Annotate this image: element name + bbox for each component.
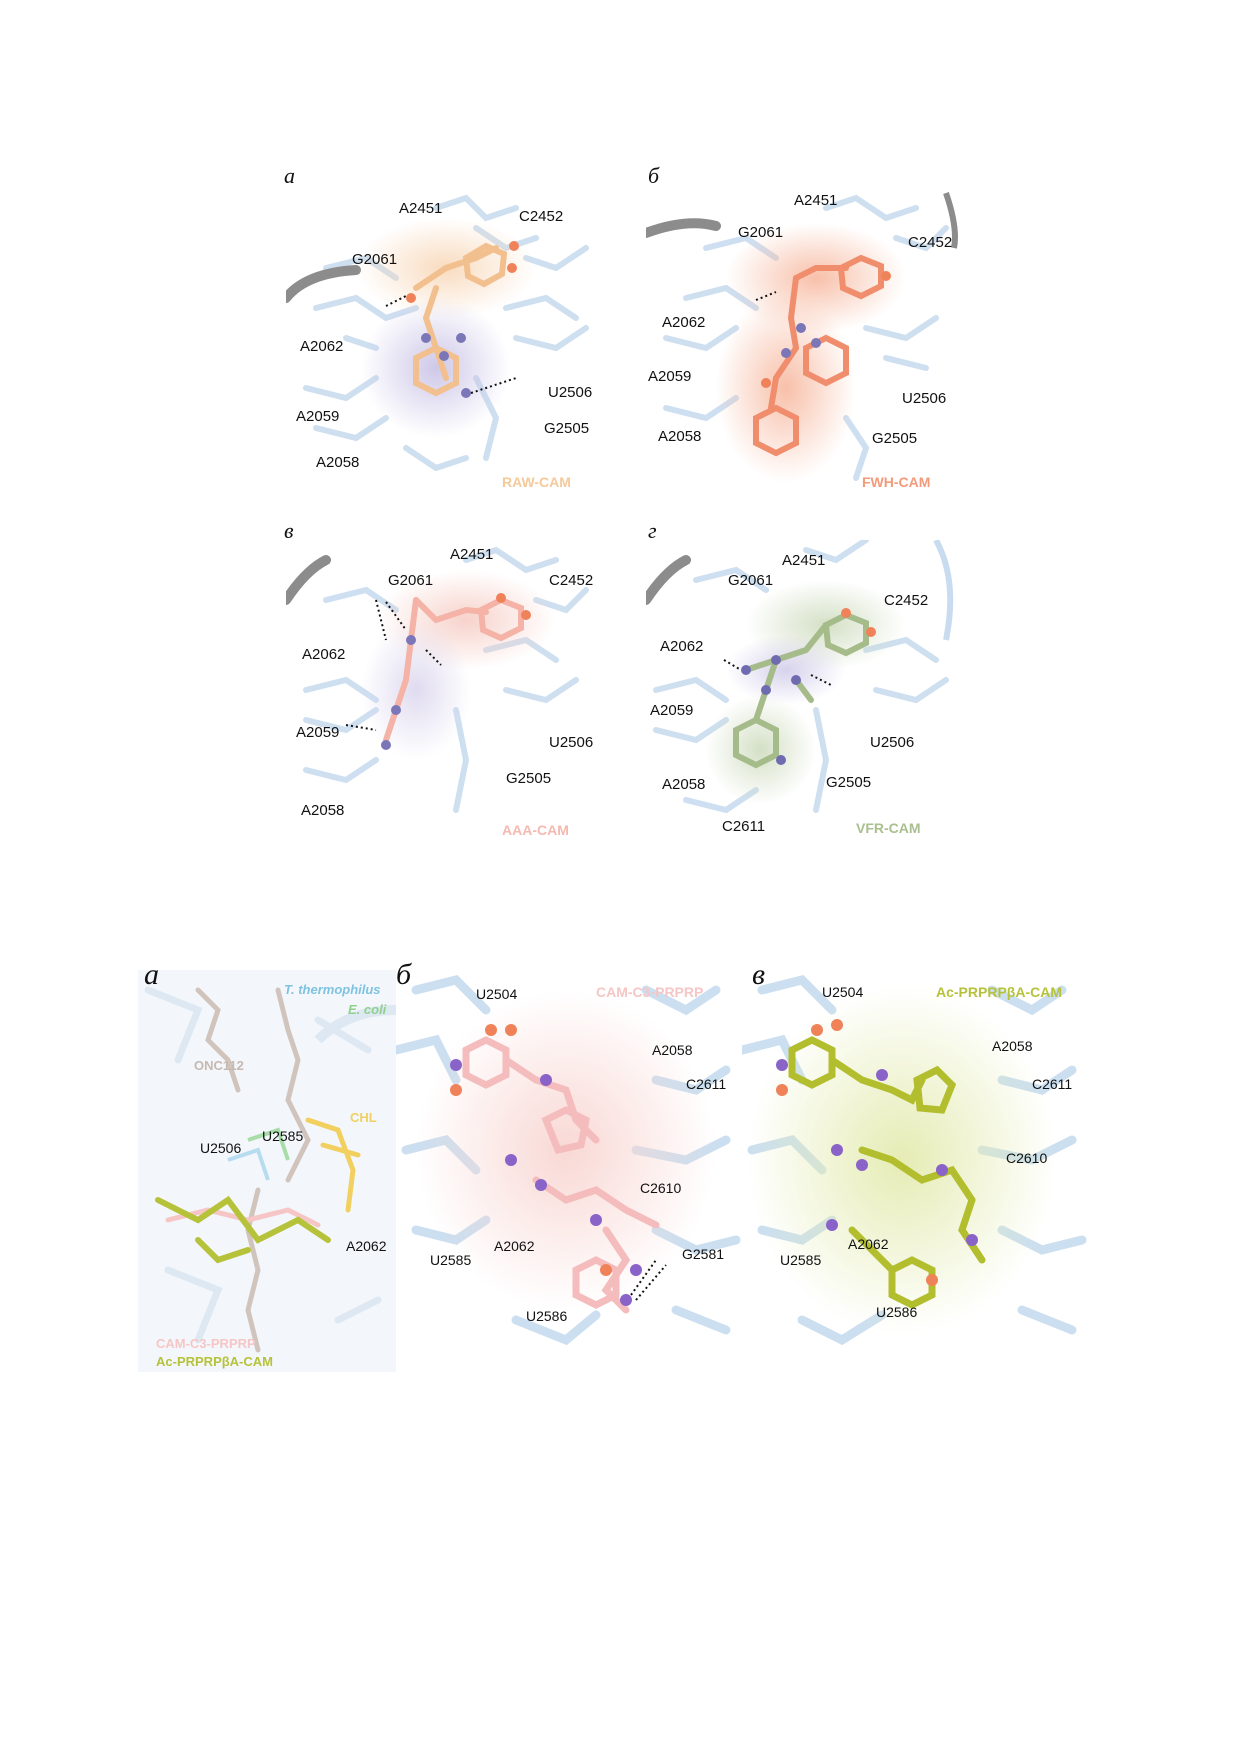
species-label-e-coli: E. coli [348,1002,387,1017]
label-g2061: G2061 [738,224,784,241]
panel-letter-c: в [752,958,766,991]
panel-letter-c: в [284,518,294,543]
label-a2062: A2062 [302,646,346,663]
label-c2610: C2610 [640,1180,682,1196]
label-c2452: C2452 [908,234,953,251]
label-u2586: U2586 [876,1304,918,1320]
structure-render [646,540,954,814]
label-u2506: U2506 [548,384,593,401]
label-g2505: G2505 [826,774,872,791]
label-a2451: A2451 [399,200,443,217]
label-a2058: A2058 [301,802,345,819]
structure-render [742,975,1087,1346]
species-label-t-thermophilus: T. thermophilus [284,982,381,997]
label-a2062: A2062 [662,314,706,331]
ligand-name: CAM-C3-PRPRP [596,984,704,1000]
label-a2451: A2451 [450,546,494,563]
label-u2585: U2585 [262,1128,304,1144]
label-a2058: A2058 [652,1042,693,1058]
label-c2452: C2452 [549,572,594,589]
panel-ac-prprpba-cam: U2504 A2058 C2611 C2610 U2585 A2062 U258… [742,970,1090,1372]
ligand-label-onc112: ONC112 [194,1058,244,1073]
label-c2610: C2610 [1006,1150,1048,1166]
label-a2058: A2058 [658,428,702,445]
label-u2585: U2585 [430,1252,472,1268]
label-u2504: U2504 [822,984,864,1000]
label-c2611: C2611 [1032,1076,1073,1092]
ligand-label-cam-c3-prprp: CAM-C3-PRPRP [156,1336,256,1351]
panel-aaa-cam: A2451 G2061 C2452 A2062 A2059 U2506 G250… [286,540,598,848]
label-a2059: A2059 [648,368,692,385]
structure-render [396,975,741,1346]
panel-letter-a: а [284,163,295,188]
ligand-name: VFR-CAM [856,820,921,836]
label-g2061: G2061 [388,572,434,589]
panel-letter-d: г [648,518,657,543]
label-u2506: U2506 [200,1140,242,1156]
label-g2061: G2061 [728,572,774,589]
panel-letter-a: а [144,958,159,991]
structure-render [144,986,396,1353]
label-c2611: C2611 [686,1076,727,1092]
ligand-name: Ac-PRPRPβA-CAM [936,984,1062,1000]
label-a2062: A2062 [848,1236,889,1252]
label-a2059: A2059 [296,408,340,425]
label-c2452: C2452 [884,592,929,609]
label-u2504: U2504 [476,986,518,1002]
label-g2581: G2581 [682,1246,725,1262]
structure-render [646,192,958,483]
label-a2062: A2062 [494,1238,535,1254]
label-u2506: U2506 [902,390,947,407]
panel-overlay [138,970,396,1372]
ligand-label-ac-prprpba-cam: Ac-PRPRPβA-CAM [156,1354,273,1369]
ligand-label-chl: CHL [350,1110,377,1125]
label-a2451: A2451 [782,552,826,569]
label-a2062: A2062 [660,638,704,655]
label-u2585: U2585 [780,1252,822,1268]
label-g2061: G2061 [352,251,398,268]
ligand-name: AAA-CAM [502,822,569,838]
panel-cam-c3-prprp: U2504 A2058 C2611 C2610 U2585 A2062 G258… [396,970,742,1372]
label-a2059: A2059 [296,724,340,741]
label-a2451: A2451 [794,192,838,209]
label-c2452: C2452 [519,208,564,225]
ligand-name: FWH-CAM [862,474,931,490]
label-a2058: A2058 [992,1038,1033,1054]
label-u2506: U2506 [549,734,594,751]
panel-letter-b: б [396,958,412,991]
label-u2586: U2586 [526,1308,568,1324]
label-a2062: A2062 [300,338,344,355]
label-a2062: A2062 [346,1238,387,1254]
structure-render [286,546,589,813]
label-u2506: U2506 [870,734,915,751]
structure-render [286,194,589,472]
label-a2058: A2058 [316,454,360,471]
label-g2505: G2505 [872,430,918,447]
panel-letter-b: б [648,163,660,188]
label-g2505: G2505 [506,770,552,787]
panel-fwh-cam: A2451 G2061 C2452 A2062 A2059 U2506 A205… [646,188,958,496]
ligand-name: RAW-CAM [502,474,571,490]
label-g2505: G2505 [544,420,590,437]
panel-raw-cam: A2451 C2452 G2061 A2062 U2506 A2059 G250… [286,188,598,496]
label-a2058: A2058 [662,776,706,793]
label-c2611: C2611 [722,818,766,835]
label-a2059: A2059 [650,702,694,719]
panel-vfr-cam: A2451 G2061 C2452 A2062 A2059 U2506 A205… [646,540,958,848]
